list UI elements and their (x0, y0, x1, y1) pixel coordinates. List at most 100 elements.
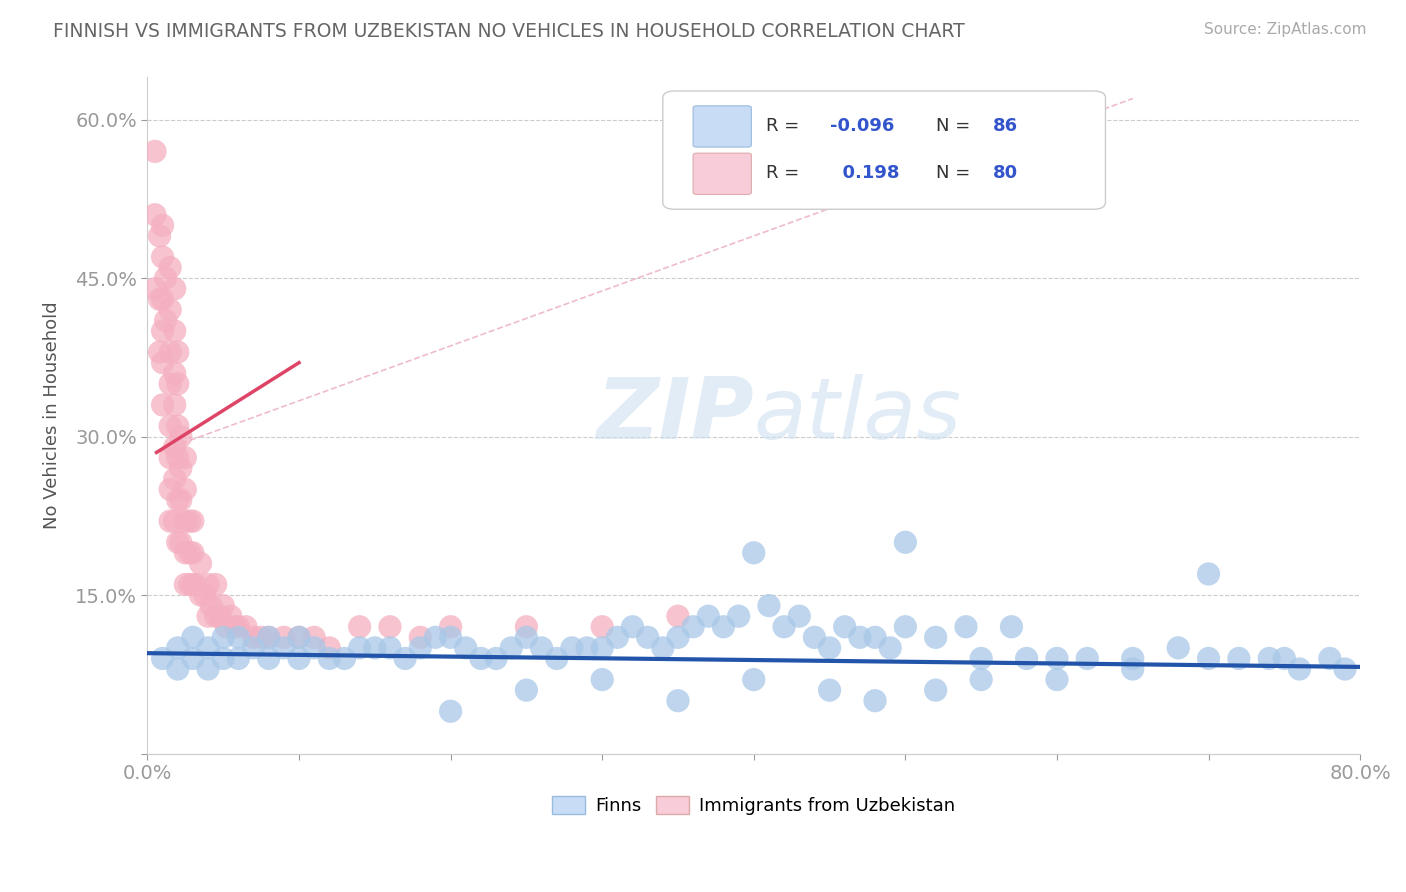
Point (235, 620, 257, 634)
Point (152, 219, 174, 233)
Text: FINNISH VS IMMIGRANTS FROM UZBEKISTAN NO VEHICLES IN HOUSEHOLD CORRELATION CHART: FINNISH VS IMMIGRANTS FROM UZBEKISTAN NO… (53, 22, 965, 41)
Point (159, 302, 181, 317)
Point (727, 609, 749, 624)
Point (787, 609, 810, 624)
Point (163, 324, 186, 338)
Point (242, 640, 264, 655)
Point (849, 630, 872, 644)
Text: N =: N = (935, 117, 976, 135)
Point (197, 577, 219, 591)
Point (682, 620, 704, 634)
Point (302, 640, 325, 655)
Point (894, 620, 917, 634)
Point (439, 704, 461, 718)
Point (166, 662, 188, 676)
Point (166, 493, 188, 508)
Point (1272, 651, 1295, 665)
Point (166, 419, 188, 434)
Point (515, 620, 537, 634)
Point (163, 440, 186, 454)
Point (163, 472, 186, 486)
Point (818, 683, 841, 698)
Point (378, 640, 401, 655)
Point (184, 577, 207, 591)
Point (148, 293, 170, 307)
Point (1334, 662, 1357, 676)
Point (181, 546, 204, 560)
Text: Source: ZipAtlas.com: Source: ZipAtlas.com (1204, 22, 1367, 37)
Point (159, 514, 181, 528)
Point (409, 640, 432, 655)
Point (409, 630, 432, 644)
Point (194, 588, 217, 602)
Point (378, 620, 401, 634)
Point (197, 640, 219, 655)
Point (425, 630, 447, 644)
Point (349, 620, 371, 634)
Point (212, 651, 235, 665)
Point (591, 640, 613, 655)
Point (166, 345, 188, 359)
Point (170, 461, 193, 475)
Point (394, 651, 416, 665)
Point (591, 620, 613, 634)
Point (152, 324, 174, 338)
Point (742, 673, 765, 687)
Point (530, 640, 553, 655)
Point (257, 630, 280, 644)
FancyBboxPatch shape (693, 106, 751, 147)
Point (159, 483, 181, 497)
Point (181, 630, 204, 644)
Point (152, 398, 174, 412)
Point (364, 640, 387, 655)
Point (576, 640, 599, 655)
Point (212, 630, 235, 644)
Point (439, 630, 461, 644)
Point (773, 620, 796, 634)
Point (204, 577, 226, 591)
Text: atlas: atlas (754, 374, 962, 457)
Point (288, 630, 311, 644)
Point (742, 546, 765, 560)
Text: R =: R = (766, 117, 804, 135)
Y-axis label: No Vehicles in Household: No Vehicles in Household (44, 301, 60, 529)
Point (666, 630, 689, 644)
Point (666, 609, 689, 624)
Point (204, 609, 226, 624)
Point (501, 640, 523, 655)
Point (863, 630, 886, 644)
Point (155, 313, 177, 327)
Point (197, 662, 219, 676)
Point (163, 282, 186, 296)
Point (143, 145, 166, 159)
Point (166, 450, 188, 465)
Point (152, 293, 174, 307)
Point (515, 683, 537, 698)
Point (894, 535, 917, 549)
Point (170, 535, 193, 549)
Point (758, 599, 780, 613)
Point (148, 228, 170, 243)
Point (174, 546, 197, 560)
Point (1198, 651, 1220, 665)
Point (666, 694, 689, 708)
Point (818, 640, 841, 655)
Point (257, 651, 280, 665)
Point (159, 419, 181, 434)
Point (181, 577, 204, 591)
Point (546, 651, 568, 665)
Text: 86: 86 (993, 117, 1018, 135)
Point (143, 208, 166, 222)
Point (1046, 673, 1069, 687)
Point (181, 514, 204, 528)
Point (288, 651, 311, 665)
Point (215, 620, 238, 634)
Point (200, 599, 222, 613)
Point (273, 630, 295, 644)
Point (166, 535, 188, 549)
Point (318, 640, 340, 655)
Point (163, 514, 186, 528)
Point (1122, 662, 1144, 676)
Point (1122, 651, 1144, 665)
Point (713, 620, 735, 634)
